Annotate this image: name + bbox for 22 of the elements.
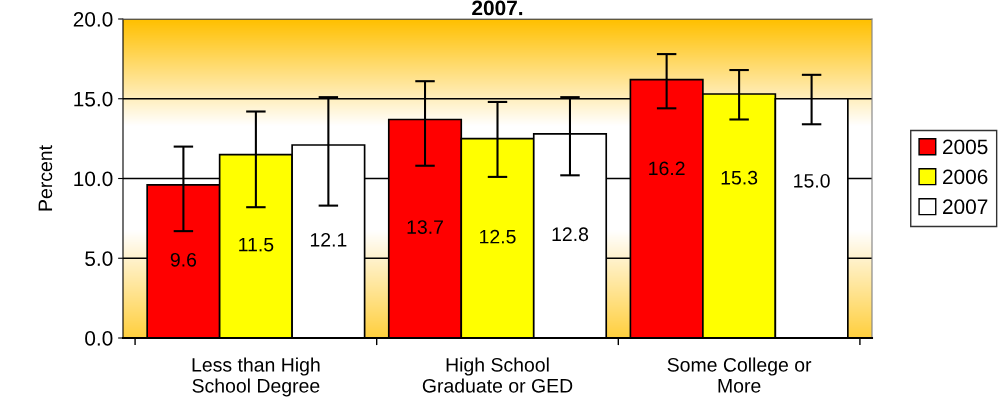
x-tick-label: Less than High School Degree — [192, 357, 320, 397]
y-tick-label: 15.0 — [74, 91, 113, 107]
data-label: 9.6 — [170, 252, 197, 267]
legend-label: 2007 — [943, 199, 988, 215]
x-tick-label: High School Graduate or GED — [422, 357, 573, 393]
y-tick-label: 20.0 — [73, 12, 113, 27]
y-axis-title: Percent — [38, 145, 53, 211]
y-tick-label: 10.0 — [74, 171, 113, 187]
x-tick-label: Some College or More — [667, 357, 812, 393]
y-tick-label: 5.0 — [85, 251, 113, 266]
data-label: 11.5 — [239, 237, 274, 252]
data-label: 12.5 — [480, 229, 516, 244]
data-label: 13.7 — [407, 220, 443, 234]
data-label: 12.1 — [310, 232, 347, 247]
data-label: 12.8 — [552, 227, 589, 242]
legend-label: 2006 — [943, 169, 988, 185]
data-label: 15.0 — [794, 173, 830, 188]
data-label: 15.3 — [721, 170, 758, 185]
chart-title: 2007. — [472, 0, 523, 16]
data-label: 16.2 — [649, 161, 685, 176]
y-tick-label: 0.0 — [85, 331, 113, 346]
legend-label: 2005 — [943, 139, 988, 155]
